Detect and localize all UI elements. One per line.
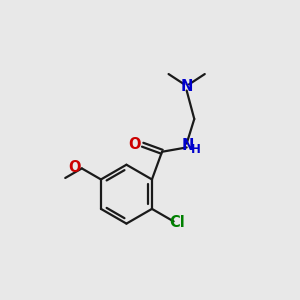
Text: O: O — [129, 137, 141, 152]
Text: Cl: Cl — [169, 215, 185, 230]
Text: O: O — [68, 160, 80, 175]
Text: N: N — [182, 138, 194, 153]
Text: H: H — [190, 143, 200, 156]
Text: N: N — [181, 79, 193, 94]
